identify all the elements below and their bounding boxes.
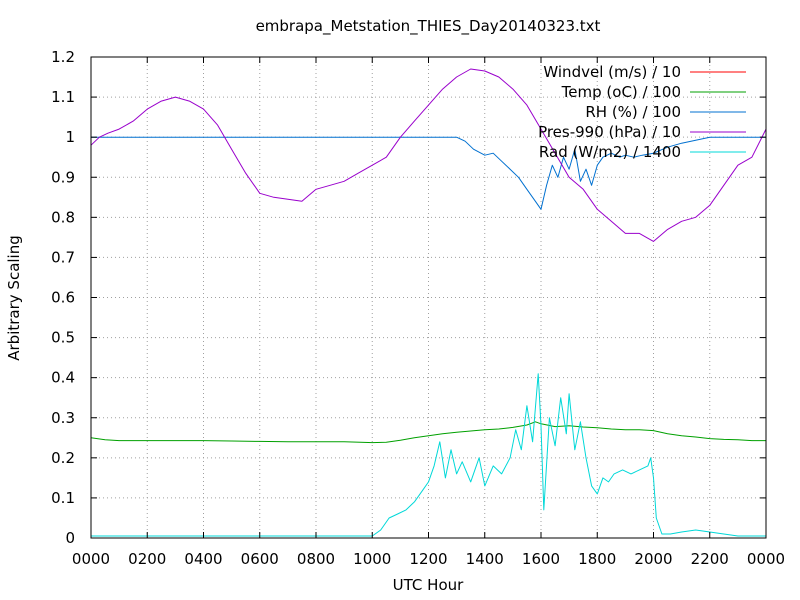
series-line-3 bbox=[90, 68, 767, 242]
y-tick-label: 0.7 bbox=[51, 248, 75, 266]
y-tick-label: 0 bbox=[65, 529, 75, 547]
y-tick-label: 0.6 bbox=[51, 289, 75, 307]
y-tick-label: 1 bbox=[65, 128, 75, 146]
x-tick-label: 1600 bbox=[522, 550, 560, 568]
x-tick-label: 2000 bbox=[634, 550, 672, 568]
series-line-4 bbox=[91, 373, 766, 537]
x-tick-label: 0800 bbox=[297, 550, 335, 568]
y-tick-label: 0.4 bbox=[51, 369, 75, 387]
axis-ticks: 0000 0200 0400 0600 0800 1000 1200 1400 1600 1800… bbox=[51, 48, 785, 568]
y-tick-label: 0.8 bbox=[51, 208, 75, 226]
x-tick-label: 0000 bbox=[747, 550, 785, 568]
legend-label: Pres-990 (hPa) / 10 bbox=[538, 123, 681, 141]
legend-label: Windvel (m/s) / 10 bbox=[543, 63, 681, 81]
x-tick-label: 0200 bbox=[128, 550, 166, 568]
x-tick-label: 1200 bbox=[409, 550, 447, 568]
y-axis-label: Arbitrary Scaling bbox=[5, 235, 23, 361]
x-tick-label: 2200 bbox=[691, 550, 729, 568]
chart-title: embrapa_Metstation_THIES_Day20140323.txt bbox=[256, 17, 601, 36]
x-tick-label: 1400 bbox=[466, 550, 504, 568]
legend-label: Rad (W/m2) / 1400 bbox=[539, 143, 681, 161]
y-tick-label: 0.9 bbox=[51, 168, 75, 186]
x-tick-label: 0000 bbox=[72, 550, 110, 568]
y-tick-label: 1.1 bbox=[51, 88, 75, 106]
x-tick-label: 1000 bbox=[353, 550, 391, 568]
series-lines bbox=[90, 68, 767, 537]
legend-label: Temp (oC) / 100 bbox=[561, 83, 681, 101]
y-tick-label: 0.1 bbox=[51, 489, 75, 507]
legend: Windvel (m/s) / 10 Temp (oC) / 100 RH (%) … bbox=[538, 63, 746, 161]
y-tick-label: 1.2 bbox=[51, 48, 75, 66]
series-line-2 bbox=[91, 136, 766, 210]
y-tick-label: 0.3 bbox=[51, 409, 75, 427]
x-tick-label: 0400 bbox=[184, 550, 222, 568]
legend-label: RH (%) / 100 bbox=[585, 103, 681, 121]
y-tick-label: 0.2 bbox=[51, 449, 75, 467]
series-line-1 bbox=[90, 421, 766, 444]
x-tick-label: 1800 bbox=[578, 550, 616, 568]
x-axis-label: UTC Hour bbox=[393, 576, 464, 594]
x-tick-label: 0600 bbox=[241, 550, 279, 568]
y-tick-label: 0.5 bbox=[51, 329, 75, 347]
